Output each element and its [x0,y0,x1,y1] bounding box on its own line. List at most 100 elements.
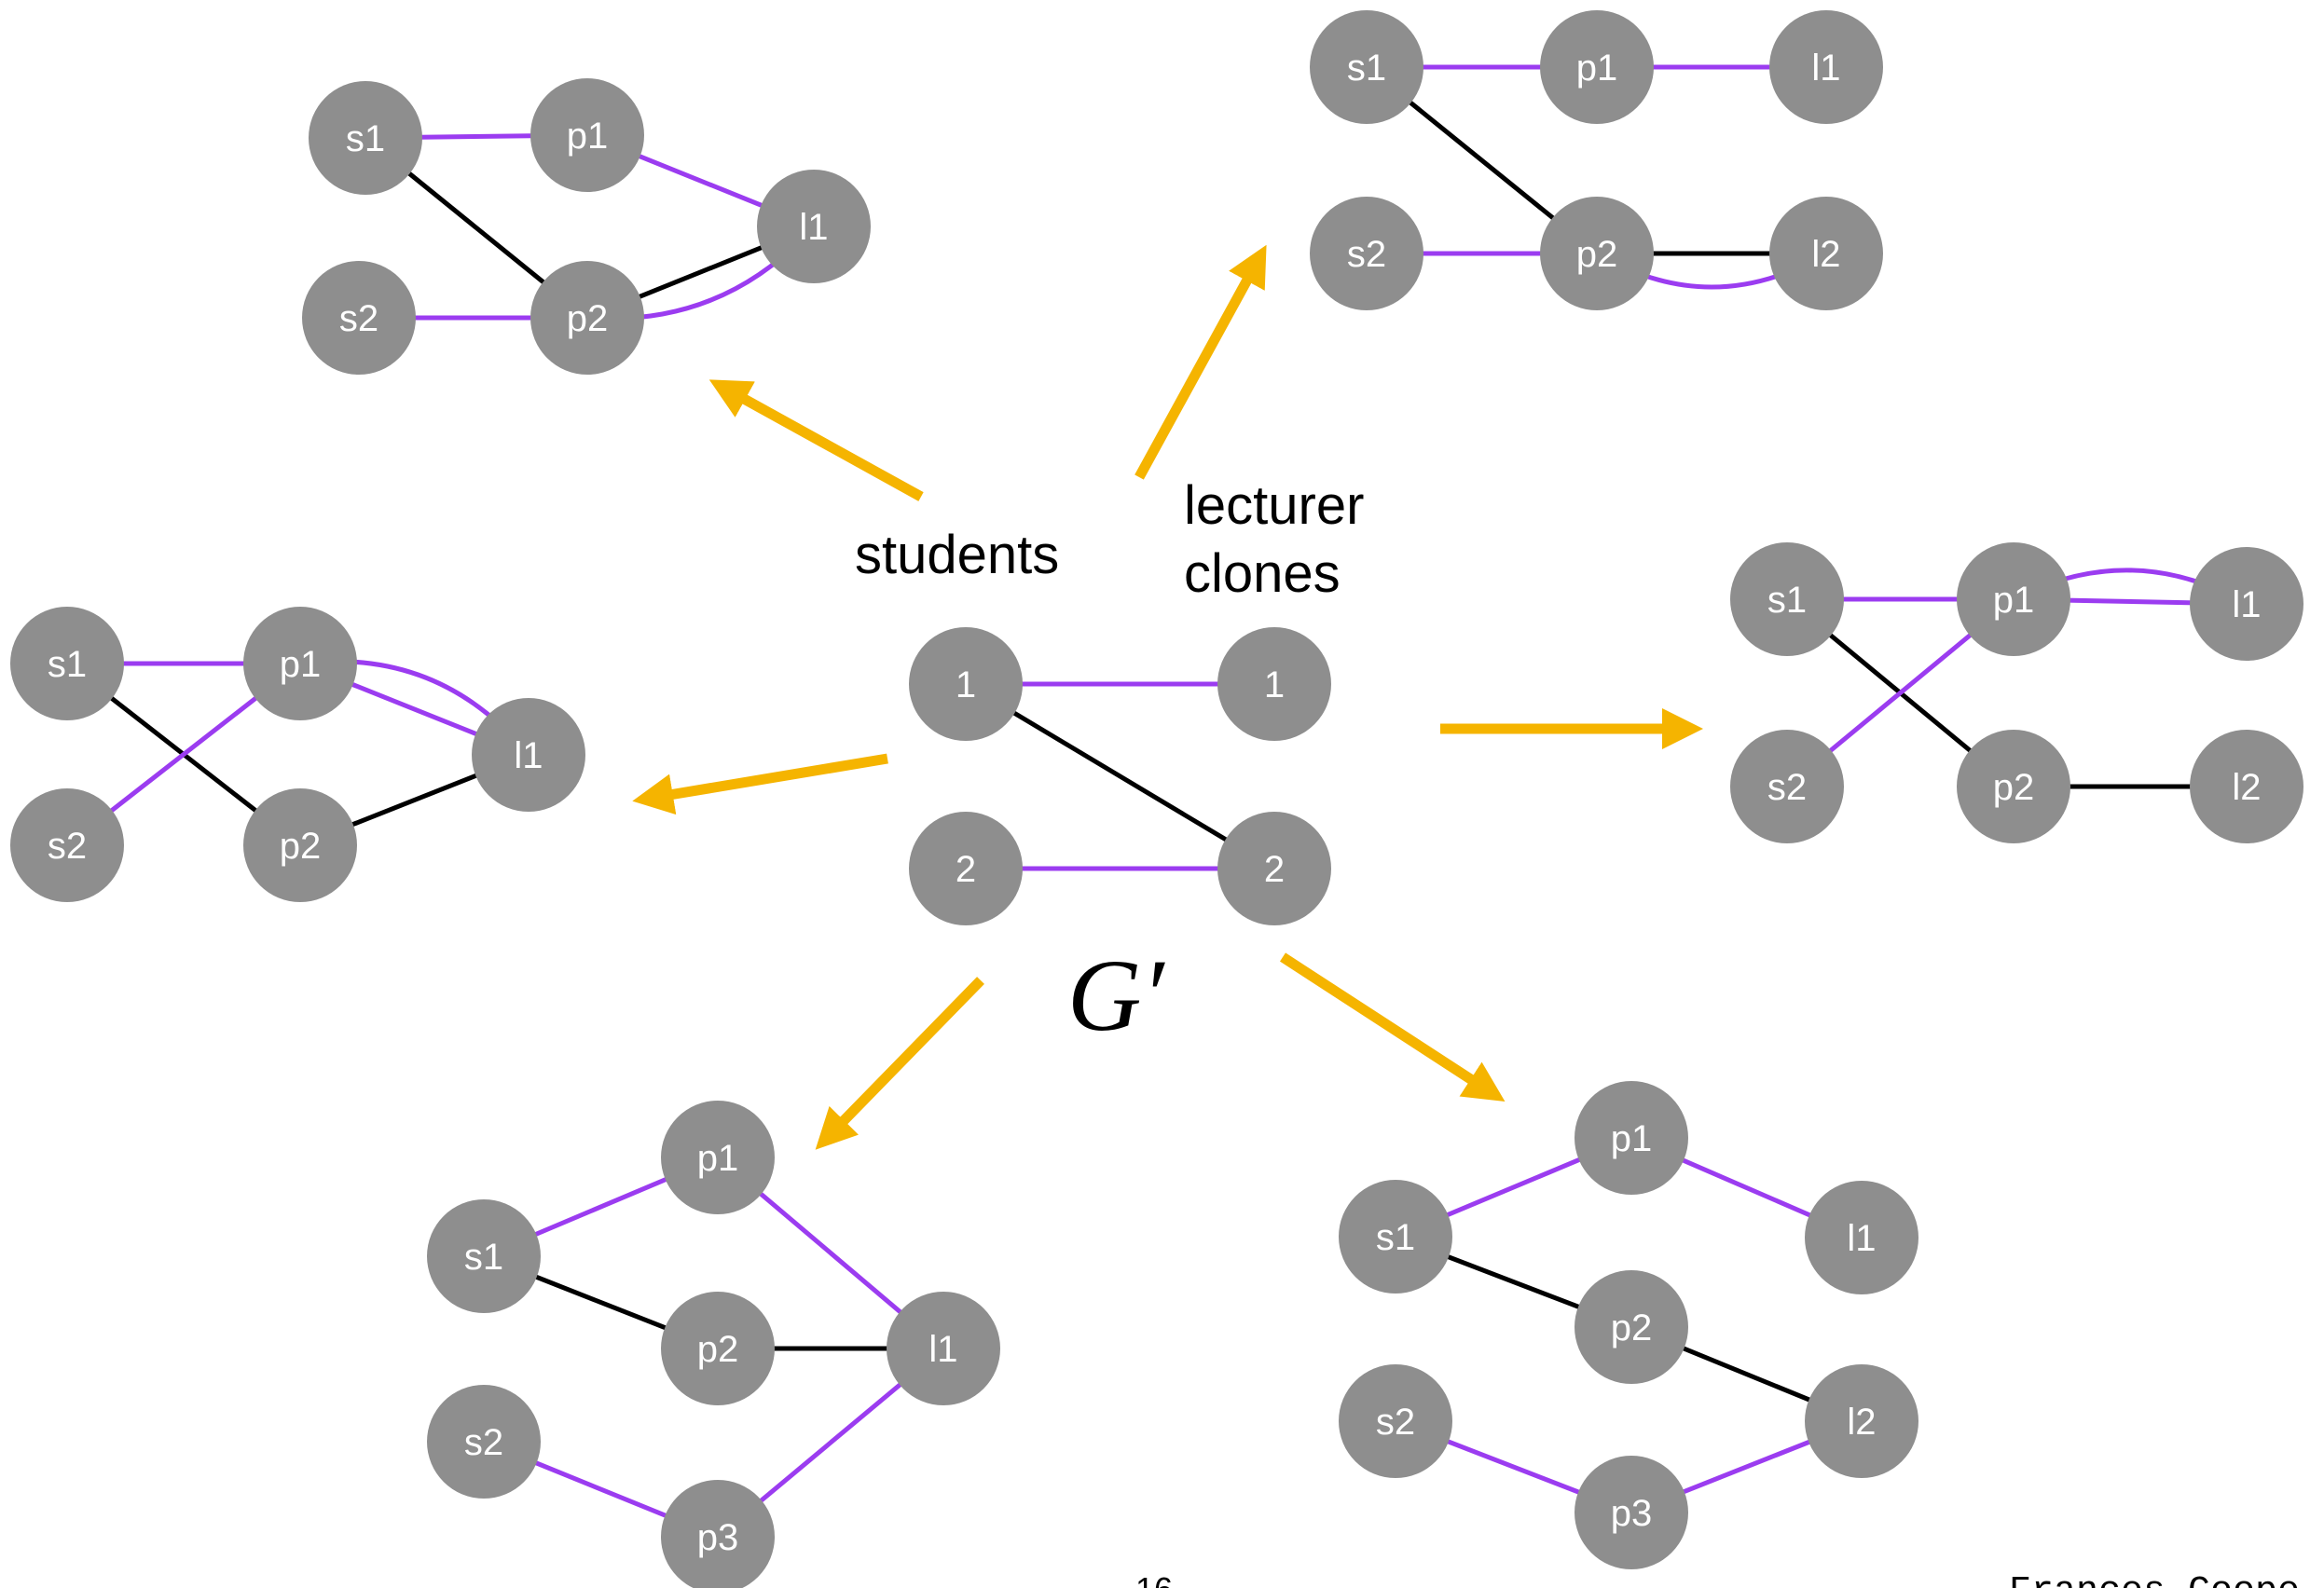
node-label: s1 [1767,580,1807,621]
node-label: s1 [1347,48,1386,89]
node-circle [427,1385,541,1499]
node-label: s2 [1767,767,1807,808]
node-l2: l2 [1769,197,1883,310]
node-s1: s1 [309,81,422,195]
node-label: 1 [956,664,976,705]
node-circle [1769,197,1883,310]
node-label: s1 [48,644,87,685]
node-circle [2190,730,2303,843]
node-circle [2190,547,2303,661]
node-circle [1769,10,1883,124]
node-p2: p2 [530,261,644,375]
node-l1: l1 [472,698,585,812]
node-label: l1 [928,1329,957,1370]
node-s2: s2 [302,261,416,375]
edge-a1-b2 [964,681,1276,871]
node-l2: l2 [2190,730,2303,843]
node-p2: p2 [661,1292,775,1405]
node-b1: 1 [1217,627,1331,741]
node-label: p2 [1576,234,1618,275]
node-circle [1805,1181,1918,1294]
node-l1: l1 [887,1292,1000,1405]
node-label: p1 [697,1138,739,1179]
node-circle [1540,197,1654,310]
node-circle [1575,1270,1688,1384]
node-circle [530,78,644,192]
node-label: p3 [697,1517,739,1558]
node-circle [1805,1364,1918,1478]
arrow-to-middle-left [632,753,888,815]
node-label: s1 [464,1237,503,1278]
node-label: p1 [280,644,322,685]
node-circle [1540,10,1654,124]
node-p2: p2 [243,788,357,902]
node-circle [1310,197,1423,310]
node-p1: p1 [661,1101,775,1214]
node-circle [757,170,871,283]
top-left-graph-nodes: s1 p1 l1 s2 p2 [302,78,871,375]
node-label: p2 [1611,1307,1653,1348]
node-circle [472,698,585,812]
node-label: s1 [1376,1217,1415,1258]
node-circle [661,1480,775,1588]
node-label: p1 [1576,48,1618,89]
node-s2: s2 [1730,730,1844,843]
node-circle [10,788,124,902]
center-graph-g-prime-nodes: 1 1 2 2 [909,627,1331,925]
arrow-to-top-right [1134,244,1267,480]
arrow-to-bottom-right [1280,952,1506,1102]
node-circle [1339,1364,1452,1478]
arrow-to-top-left [708,379,924,501]
node-circle [243,607,357,720]
lecturer-label: lecturer [1184,475,1364,536]
node-p1: p1 [1575,1081,1688,1195]
node-l1: l1 [2190,547,2303,661]
node-p3: p3 [1575,1456,1688,1569]
node-circle [309,81,422,195]
node-p1: p1 [243,607,357,720]
node-label: s2 [48,826,87,867]
node-label: s1 [346,118,385,159]
node-p1: p1 [1540,10,1654,124]
node-circle [1217,812,1331,925]
node-s1: s1 [1310,10,1423,124]
node-label: p2 [567,298,609,339]
node-label: l1 [514,735,543,776]
node-circle [302,261,416,375]
node-label: p1 [1611,1118,1653,1159]
node-circle [909,812,1023,925]
node-s2: s2 [10,788,124,902]
node-s2: s2 [427,1385,541,1499]
node-label: 2 [956,849,976,890]
node-label: p3 [1611,1493,1653,1534]
node-circle [530,261,644,375]
page-number: 16 [1135,1570,1173,1588]
node-label: s2 [464,1422,503,1463]
node-label: 2 [1264,849,1285,890]
middle-left-graph-nodes: s1 p1 l1 s2 p2 [10,607,585,902]
node-circle [887,1292,1000,1405]
node-l1: l1 [1769,10,1883,124]
node-label: l1 [1847,1218,1876,1259]
node-circle [661,1292,775,1405]
node-label: s2 [1347,234,1386,275]
node-s1: s1 [10,607,124,720]
node-p3: p3 [661,1480,775,1588]
node-label: p1 [567,116,609,157]
node-p1: p1 [1957,542,2070,656]
bottom-left-graph-nodes: p1 s1 p2 l1 s2 p3 [427,1101,1000,1588]
node-label: l1 [799,207,828,248]
node-s1: s1 [1339,1180,1452,1294]
node-circle [1575,1081,1688,1195]
bottom-right-graph-nodes: p1 s1 l1 p2 s2 l2 p3 [1339,1081,1918,1569]
node-a1: 1 [909,627,1023,741]
node-label: p1 [1993,580,2035,621]
node-circle [661,1101,775,1214]
node-circle [1957,730,2070,843]
node-label: s2 [1376,1402,1415,1443]
node-label: 1 [1264,664,1285,705]
arrow-to-bottom-left [815,977,984,1150]
node-l1: l1 [1805,1181,1918,1294]
node-label: p2 [280,826,322,867]
node-p2: p2 [1957,730,2070,843]
